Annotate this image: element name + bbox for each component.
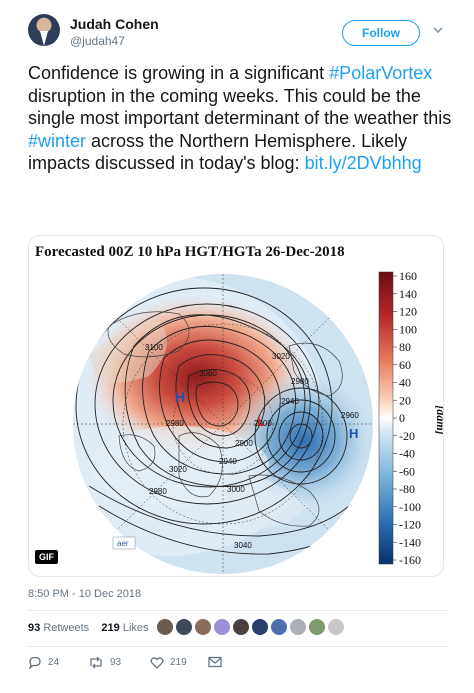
tweet-text-part: disruption in the coming weeks. This cou… <box>28 85 452 129</box>
liker-avatar[interactable] <box>308 618 326 636</box>
contour-label: 2940 <box>281 397 299 406</box>
like-count: 219 <box>170 657 187 668</box>
contour-label: 2980 <box>149 487 167 496</box>
blog-link[interactable]: bit.ly/2DVbhhg <box>304 153 422 173</box>
reply-button[interactable]: 24 <box>28 656 59 669</box>
retweets-count: 93 <box>28 622 41 634</box>
contour-label: 2900 <box>235 439 253 448</box>
colorbar-tick-label: 160 <box>399 269 417 283</box>
tweet-text: Confidence is growing in a significant #… <box>28 62 458 175</box>
colorbar-tick-label: -20 <box>399 429 415 443</box>
colorbar-tick-label: 40 <box>399 376 411 390</box>
contour-label: 3020 <box>272 352 290 361</box>
heart-icon <box>150 657 164 669</box>
likes-stat[interactable]: 219 Likes <box>101 622 148 634</box>
tweet-timestamp[interactable]: 8:50 PM - 10 Dec 2018 <box>28 588 142 600</box>
liker-avatar[interactable] <box>232 618 250 636</box>
retweet-count: 93 <box>110 657 122 668</box>
colorbar-ticks: 160 140 120 100 80 60 40 20 0 -20 -40 -60 -80 -100 -12… <box>393 269 421 567</box>
contour-label: 3100 <box>145 343 163 352</box>
colorbar-tick-label: 140 <box>399 287 417 301</box>
colorbar-tick-label: -120 <box>399 518 421 532</box>
contour-label: 3000 <box>227 485 245 494</box>
map-coastlines <box>107 311 343 527</box>
author-handle[interactable]: @judah47 <box>70 34 125 48</box>
chevron-down-icon[interactable] <box>432 24 444 36</box>
liker-avatar[interactable] <box>175 618 193 636</box>
liker-avatar[interactable] <box>194 618 212 636</box>
polar-vortex-map: Forecasted 00Z 10 hPa HGT/HGTa 26-Dec-20… <box>35 244 444 574</box>
colorbar-tick-label: 100 <box>399 322 417 336</box>
contour-label: 2980 <box>291 377 309 386</box>
colorbar-tick-label: 20 <box>399 393 411 407</box>
tweet-text-part: across the Northern Hemisphere. Likely i… <box>28 130 408 174</box>
colorbar-tick-label: 120 <box>399 305 417 319</box>
high-marker: H <box>175 389 185 405</box>
tweet-header: Judah Cohen @judah47 Follow <box>28 14 448 54</box>
map-contours <box>75 287 365 555</box>
map-title: Forecasted 00Z 10 hPa HGT/HGTa 26-Dec-20… <box>35 244 345 260</box>
likes-count: 219 <box>101 622 120 634</box>
colorbar-tick-label: -40 <box>399 447 415 461</box>
liker-avatar[interactable] <box>213 618 231 636</box>
map-contour-labels: 3100 3020 3060 2940 2980 2900 3000 3040 … <box>145 343 359 550</box>
reply-icon <box>28 656 41 669</box>
retweets-stat[interactable]: 93 Retweets <box>28 622 89 634</box>
liker-avatar[interactable] <box>251 618 269 636</box>
gif-badge: GIF <box>35 550 58 564</box>
colorbar-tick-label: -100 <box>399 500 421 514</box>
hashtag-winter[interactable]: #winter <box>28 130 87 151</box>
high-marker: H <box>349 426 358 441</box>
engagement-stats: 93 Retweets 219 Likes <box>28 622 149 634</box>
liker-avatar[interactable] <box>289 618 307 636</box>
colorbar <box>378 271 394 565</box>
gif-media[interactable]: Forecasted 00Z 10 hPa HGT/HGTa 26-Dec-20… <box>28 235 444 577</box>
contour-label: 3040 <box>234 541 252 550</box>
colorbar-unit: [dam] <box>434 405 444 434</box>
map-gridlines <box>73 274 373 574</box>
divider <box>28 610 448 611</box>
avatar[interactable] <box>28 14 60 46</box>
colorbar-tick-label: 60 <box>399 358 411 372</box>
contour-label: 3020 <box>169 465 187 474</box>
colorbar-tick-label: -140 <box>399 535 421 549</box>
low-marker: L <box>257 414 265 429</box>
tweet-actions: 24 93 219 <box>28 656 228 674</box>
tweet-text-part: Confidence is growing in a significant <box>28 63 330 83</box>
colorbar-tick-label: -160 <box>399 553 421 567</box>
colorbar-tick-label: 0 <box>399 411 405 425</box>
divider <box>28 646 448 647</box>
retweet-icon <box>90 656 102 669</box>
retweet-button[interactable]: 93 <box>88 656 121 669</box>
liker-avatar[interactable] <box>270 618 288 636</box>
colorbar-tick-label: 80 <box>399 340 411 354</box>
liker-avatars <box>156 618 345 636</box>
aer-logo <box>112 536 136 550</box>
contour-label: 2960 <box>341 411 359 420</box>
retweets-label: Retweets <box>43 622 90 634</box>
liker-avatar[interactable] <box>327 618 345 636</box>
likes-label: Likes <box>122 622 149 634</box>
contour-label: 2980 <box>166 419 184 428</box>
envelope-icon <box>208 656 222 668</box>
hashtag-polarvortex[interactable]: #PolarVortex <box>329 63 433 83</box>
author-name[interactable]: Judah Cohen <box>70 16 159 32</box>
reply-count: 24 <box>48 657 60 668</box>
colorbar-tick-label: -60 <box>399 464 415 478</box>
direct-message-button[interactable] <box>208 656 222 668</box>
aer-logo-text: aer <box>117 539 129 548</box>
contour-label: 2900 <box>254 419 272 428</box>
follow-button[interactable]: Follow <box>342 20 420 46</box>
liker-avatar[interactable] <box>156 618 174 636</box>
contour-label: 3060 <box>199 369 217 378</box>
colorbar-tick-label: -80 <box>399 482 415 496</box>
contour-label: 2940 <box>219 457 237 466</box>
like-button[interactable]: 219 <box>150 656 187 669</box>
